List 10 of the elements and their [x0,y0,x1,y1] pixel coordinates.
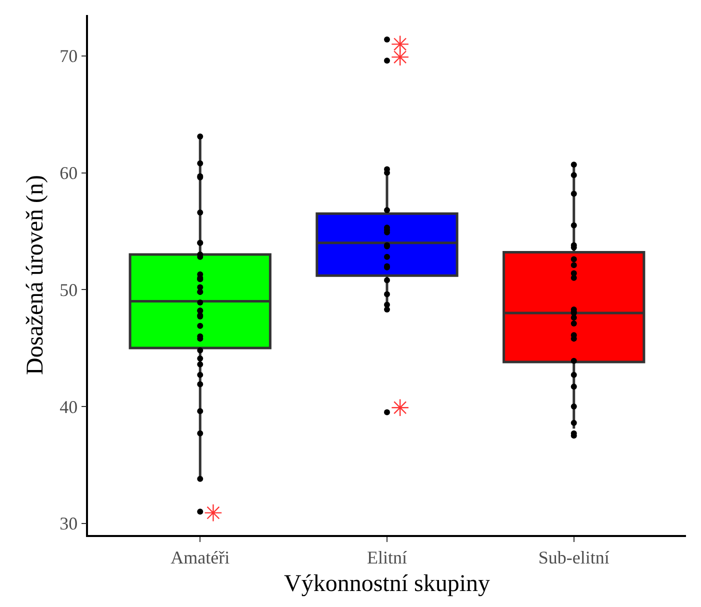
x-axis-title: Výkonnostní skupiny [284,571,490,598]
y-tick-label: 60 [60,163,78,184]
x-tick-label: Elitní [367,547,407,568]
y-axis-title: Dosažená úroveň (n) [22,175,48,375]
y-tick-label: 30 [60,514,78,534]
x-tick-label: Sub-elitní [538,547,610,568]
x-tick-label: Amatéři [170,547,230,568]
y-tick-label: 70 [60,46,78,66]
y-tick-label: 40 [60,396,78,417]
y-tick-label: 50 [60,280,78,300]
